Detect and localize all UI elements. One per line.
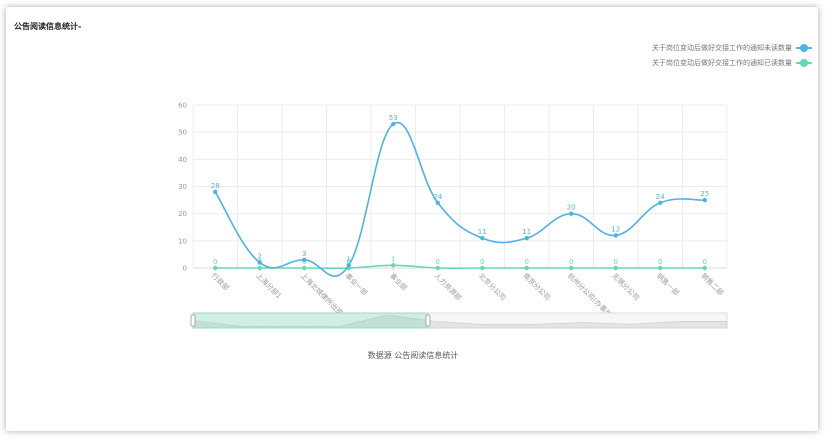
- data-label: 0: [347, 258, 351, 266]
- x-tick-label: 无锡分公司: [610, 271, 641, 302]
- data-label: 3: [302, 250, 306, 258]
- legend-label-unread: 关于岗位变动后做好交接工作的通知未读数量: [652, 43, 792, 52]
- y-tick-label: 0: [183, 265, 187, 273]
- data-point: [435, 200, 440, 205]
- data-label: 0: [436, 258, 440, 266]
- data-source-caption: 数据源 公告阅读信息统计: [367, 351, 459, 360]
- data-point: [613, 233, 618, 238]
- data-label: 12: [611, 225, 620, 233]
- zoom-preview-area: [192, 314, 728, 329]
- data-label: 20: [567, 204, 576, 212]
- data-point: [257, 260, 262, 265]
- data-point: [702, 197, 707, 203]
- data-point: [391, 121, 396, 127]
- y-tick-label: 30: [178, 183, 187, 191]
- y-tick-label: 60: [178, 102, 187, 110]
- data-label: 0: [569, 258, 573, 266]
- data-point: [569, 211, 574, 216]
- x-tick-label: 事业一部: [343, 271, 369, 297]
- data-label: 1: [391, 255, 395, 263]
- legend-swatch-unread: [796, 43, 812, 52]
- data-label: 0: [658, 258, 662, 266]
- legend-item-unread[interactable]: 关于岗位变动后做好交接工作的通知未读数量: [652, 40, 812, 55]
- data-label: 24: [656, 193, 665, 201]
- x-tick-label: 行政部: [210, 271, 231, 292]
- x-tick-label: 南京分公司: [521, 271, 552, 302]
- data-point: [213, 189, 218, 195]
- chart-legend: 关于岗位变动后做好交接工作的通知未读数量 关于岗位变动后做好交接工作的通知已读数…: [652, 40, 812, 70]
- data-point: [569, 265, 574, 271]
- x-tick-label: 事业部: [388, 271, 409, 292]
- series-line-1: [215, 264, 705, 270]
- data-label: 11: [522, 228, 531, 236]
- x-tick-label: 人力资源部: [432, 271, 463, 302]
- data-label: 0: [614, 258, 618, 266]
- data-label: 28: [211, 182, 220, 190]
- data-label: 53: [389, 114, 398, 122]
- page-title: 公告阅读信息统计-: [14, 22, 82, 31]
- data-label: 25: [700, 190, 709, 198]
- data-point: [480, 265, 485, 271]
- data-point: [702, 265, 707, 271]
- legend-label-read: 关于岗位变动后做好交接工作的通知已读数量: [652, 58, 792, 67]
- data-point: [658, 200, 663, 205]
- x-tick-label: 销售二部: [699, 271, 725, 297]
- data-point: [391, 263, 396, 268]
- data-point: [435, 265, 440, 271]
- data-label: 2: [258, 253, 262, 261]
- zoom-handle-end[interactable]: [425, 314, 431, 327]
- zoom-window[interactable]: [192, 312, 429, 329]
- legend-item-read[interactable]: 关于岗位变动后做好交接工作的通知已读数量: [652, 55, 812, 70]
- y-tick-label: 10: [178, 237, 187, 245]
- y-tick-label: 50: [178, 129, 187, 137]
- zoom-handle-start[interactable]: [190, 314, 196, 327]
- data-label: 0: [525, 258, 529, 266]
- data-point: [658, 265, 663, 271]
- data-label: 1: [347, 255, 351, 263]
- x-tick-label: 上海分部1: [254, 271, 283, 300]
- data-point: [302, 265, 307, 271]
- data-label: 24: [433, 193, 442, 201]
- y-tick-label: 20: [178, 210, 187, 218]
- data-point: [480, 235, 485, 241]
- data-point: [213, 265, 218, 271]
- legend-swatch-read: [796, 58, 812, 67]
- data-label: 11: [478, 228, 487, 236]
- data-label: 0: [480, 258, 484, 266]
- data-label: 0: [213, 258, 217, 266]
- x-tick-label: 销售一部: [655, 271, 681, 297]
- data-point: [524, 265, 529, 271]
- y-tick-label: 40: [178, 156, 187, 164]
- data-point: [346, 263, 351, 268]
- data-label: 0: [703, 258, 707, 266]
- data-point: [302, 257, 307, 263]
- x-tick-label: 北京分公司: [477, 271, 508, 302]
- data-point: [257, 265, 262, 271]
- data-point: [524, 235, 529, 241]
- data-point: [613, 265, 618, 271]
